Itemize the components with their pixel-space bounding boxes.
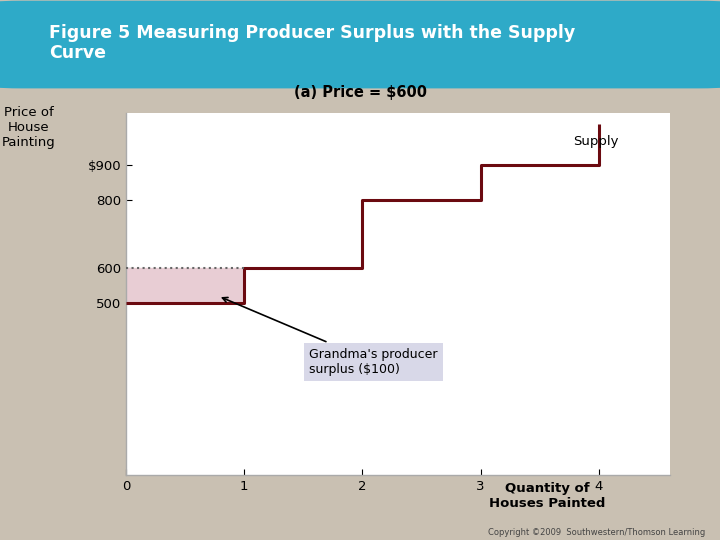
Y-axis label: Price of
House
Painting: Price of House Painting xyxy=(1,106,55,149)
FancyBboxPatch shape xyxy=(0,1,720,89)
Text: (a) Price = $600: (a) Price = $600 xyxy=(294,85,426,100)
Text: Copyright ©2009  Southwestern/Thomson Learning: Copyright ©2009 Southwestern/Thomson Lea… xyxy=(488,528,706,537)
Text: Supply: Supply xyxy=(572,135,618,148)
Text: Figure 5 Measuring Producer Surplus with the Supply
Curve: Figure 5 Measuring Producer Surplus with… xyxy=(49,24,575,63)
Text: Quantity of
Houses Painted: Quantity of Houses Painted xyxy=(489,482,606,510)
Text: Grandma's producer
surplus ($100): Grandma's producer surplus ($100) xyxy=(222,298,438,376)
